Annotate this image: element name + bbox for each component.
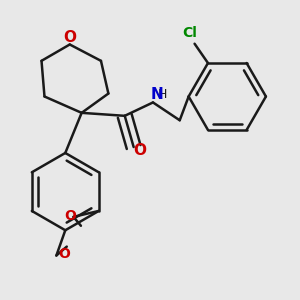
- Text: N: N: [151, 87, 163, 102]
- Text: O: O: [63, 30, 76, 45]
- Text: O: O: [133, 142, 146, 158]
- Text: H: H: [158, 88, 167, 100]
- Text: Cl: Cl: [183, 26, 198, 40]
- Text: O: O: [58, 247, 70, 261]
- Text: O: O: [64, 209, 76, 223]
